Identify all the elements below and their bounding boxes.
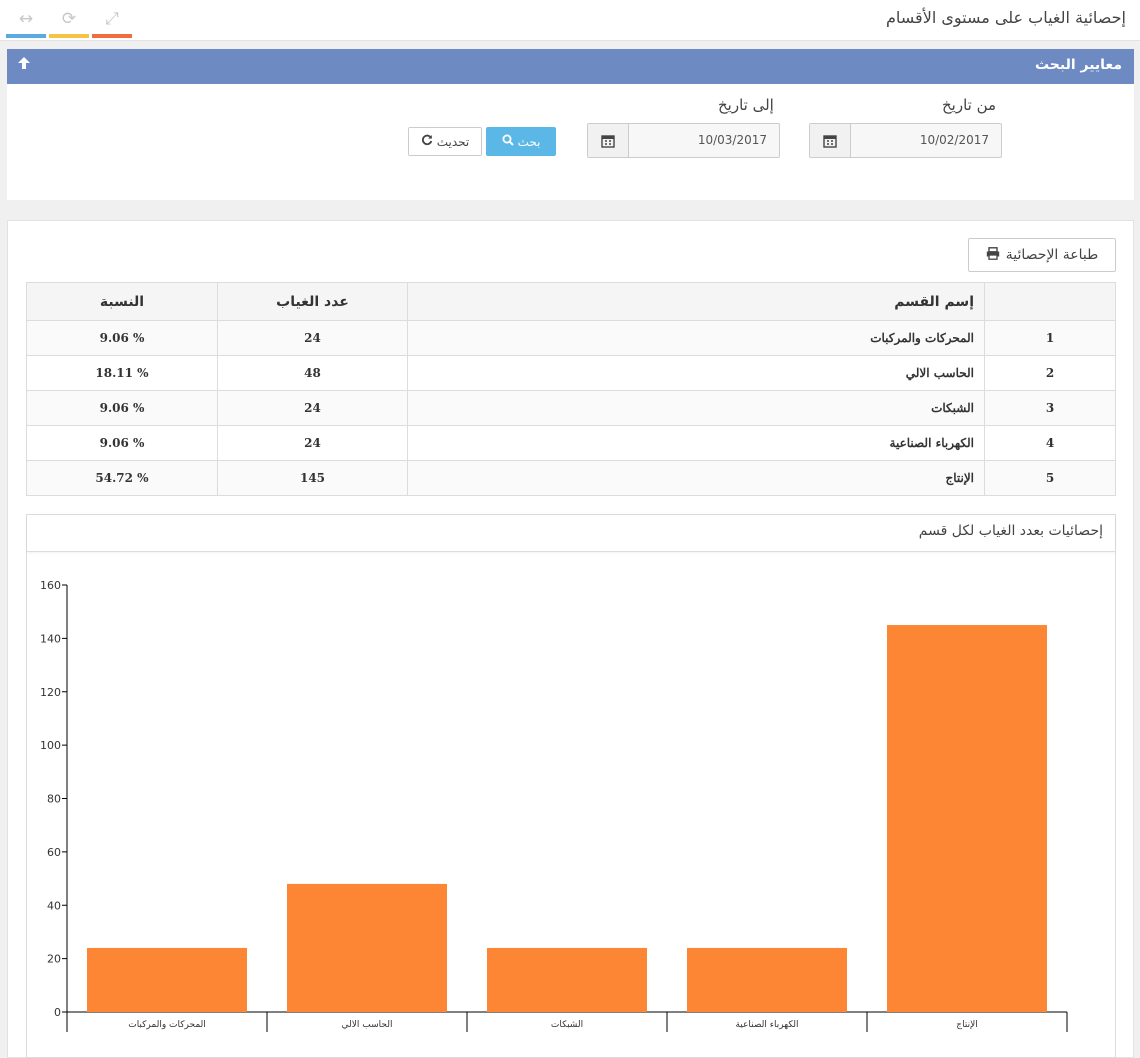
chart-panel-title: إحصائيات بعدد الغياب لكل قسم: [918, 523, 1103, 539]
y-tick-label: 120: [40, 686, 61, 699]
refresh-icon[interactable]: ⟳: [49, 6, 89, 38]
chart-bar: [687, 947, 847, 1012]
page-title: إحصائية الغياب على مستوى الأقسام: [885, 8, 1126, 27]
cell-percent: 18.11 %: [26, 355, 218, 391]
to-date-value[interactable]: 10/03/2017: [697, 133, 767, 147]
expand-indicator: [6, 34, 46, 38]
from-date-label: من تاريخ: [942, 96, 997, 114]
print-icon: [986, 246, 1000, 264]
cell-name: الكهرباء الصناعية: [407, 425, 985, 461]
bar-chart: 0 20 40 60 80 100 120 140 160 المحركات والمركبات ا…: [40, 579, 1068, 1032]
cell-percent: 9.06 %: [26, 390, 218, 426]
x-tick-label: الحاسب الالي: [342, 1020, 393, 1030]
x-tick-label: المحركات والمركبات: [128, 1020, 206, 1030]
refresh-glyph: ⟳: [61, 9, 77, 29]
column-header-index: [984, 282, 1116, 321]
arrow-up-icon[interactable]: [17, 56, 31, 74]
y-tick-label: 100: [40, 739, 61, 752]
print-button-label: طباعة الإحصائية: [1005, 247, 1099, 263]
window-toolbar: ↔ ⟳ ⤢: [6, 6, 135, 38]
stats-table: النسبة عدد الغياب إسم القسم 9.06 % 24 ال…: [26, 282, 1116, 496]
table-row: 9.06 % 24 الكهرباء الصناعية 4: [26, 425, 1116, 461]
cell-count: 24: [217, 320, 408, 356]
cell-name: الإنتاج: [407, 460, 985, 496]
search-panel-header[interactable]: معايير البحث: [7, 49, 1134, 84]
from-date-field[interactable]: 10/02/2017: [809, 123, 1002, 158]
calendar-icon[interactable]: [588, 124, 629, 157]
column-header-name[interactable]: إسم القسم: [407, 282, 985, 321]
to-date-label: إلى تاريخ: [718, 96, 774, 114]
cell-percent: 9.06 %: [26, 425, 218, 461]
table-row: 54.72 % 145 الإنتاج 5: [26, 460, 1116, 496]
y-tick-label: 40: [47, 899, 61, 912]
y-tick-label: 140: [40, 632, 61, 645]
refresh-button-label: تحديث: [436, 134, 470, 149]
expand-horizontal-glyph: ↔: [18, 9, 34, 29]
column-header-count[interactable]: عدد الغياب: [217, 282, 408, 321]
cell-index: 2: [984, 355, 1116, 391]
refresh-button[interactable]: تحديث: [408, 127, 482, 156]
refresh-icon: [421, 134, 433, 149]
cell-index: 5: [984, 460, 1116, 496]
cell-percent: 9.06 %: [26, 320, 218, 356]
x-tick-label: الإنتاج: [956, 1020, 977, 1030]
cell-count: 24: [217, 425, 408, 461]
cell-index: 3: [984, 390, 1116, 426]
fullscreen-glyph: ⤢: [105, 9, 119, 29]
refresh-indicator: [49, 34, 89, 38]
calendar-icon[interactable]: [810, 124, 851, 157]
x-tick-label: الشبكات: [551, 1020, 583, 1030]
x-tick-label: الكهرباء الصناعية: [735, 1020, 798, 1030]
table-row: 18.11 % 48 الحاسب الالي 2: [26, 355, 1116, 391]
from-date-value[interactable]: 10/02/2017: [919, 133, 989, 147]
print-button[interactable]: طباعة الإحصائية: [968, 238, 1116, 272]
fullscreen-indicator: [92, 34, 132, 38]
chart-bar: [487, 947, 647, 1012]
y-tick-label: 60: [47, 846, 61, 859]
top-bar: ↔ ⟳ ⤢ إحصائية الغياب على مستوى الأقسام: [0, 0, 1140, 41]
search-icon: [502, 134, 514, 149]
cell-percent: 54.72 %: [26, 460, 218, 496]
y-tick-label: 0: [54, 1006, 61, 1019]
to-date-field[interactable]: 10/03/2017: [587, 123, 780, 158]
y-tick-label: 20: [47, 953, 61, 966]
cell-index: 4: [984, 425, 1116, 461]
table-row: 9.06 % 24 المحركات والمركبات 1: [26, 320, 1116, 356]
expand-horizontal-icon[interactable]: ↔: [6, 6, 46, 38]
chart-bar: [87, 947, 247, 1012]
search-button-label: بحث: [517, 134, 541, 149]
y-tick-label: 160: [40, 579, 61, 592]
column-header-percent[interactable]: النسبة: [26, 282, 218, 321]
cell-name: المحركات والمركبات: [407, 320, 985, 356]
chart-bar: [287, 883, 447, 1012]
cell-count: 24: [217, 390, 408, 426]
chart-bar: [887, 625, 1047, 1012]
cell-index: 1: [984, 320, 1116, 356]
search-panel-title: معايير البحث: [1034, 57, 1122, 73]
y-tick-label: 80: [47, 793, 61, 806]
fullscreen-icon[interactable]: ⤢: [92, 6, 132, 38]
cell-name: الحاسب الالي: [407, 355, 985, 391]
chart-panel: إحصائيات بعدد الغياب لكل قسم 0 20 40 60 80 10…: [26, 514, 1116, 1058]
table-row: 9.06 % 24 الشبكات 3: [26, 390, 1116, 426]
cell-name: الشبكات: [407, 390, 985, 426]
table-header-row: النسبة عدد الغياب إسم القسم: [26, 282, 1116, 321]
search-button[interactable]: بحث: [486, 127, 556, 156]
cell-count: 145: [217, 460, 408, 496]
cell-count: 48: [217, 355, 408, 391]
chart-panel-header: إحصائيات بعدد الغياب لكل قسم: [27, 515, 1115, 552]
